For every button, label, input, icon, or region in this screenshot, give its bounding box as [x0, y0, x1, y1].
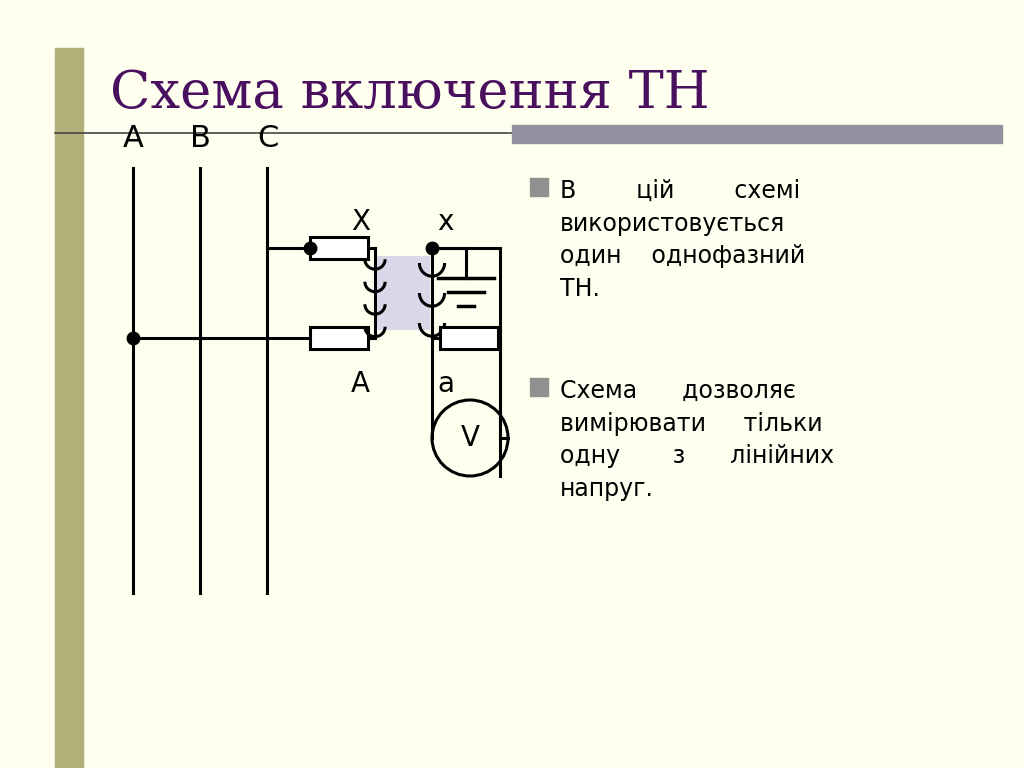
Text: x: x — [437, 208, 454, 236]
Text: a: a — [437, 370, 454, 398]
Bar — [530, 178, 548, 196]
FancyBboxPatch shape — [310, 327, 368, 349]
FancyBboxPatch shape — [310, 237, 368, 259]
Text: X: X — [351, 208, 370, 236]
Text: В        цій        схемі
використовується
один    однофазний
ТН.: В цій схемі використовується один однофа… — [560, 179, 805, 300]
FancyBboxPatch shape — [440, 327, 498, 349]
Text: V: V — [461, 424, 479, 452]
Bar — [530, 378, 548, 396]
Text: A: A — [351, 370, 370, 398]
Text: A: A — [123, 124, 144, 153]
Bar — [55, 48, 83, 768]
FancyBboxPatch shape — [377, 256, 430, 330]
Bar — [512, 125, 1002, 143]
Text: Схема      дозволяє
вимірювати     тільки
одну       з      лінійних
напруг.: Схема дозволяє вимірювати тільки одну з … — [560, 379, 835, 501]
Text: C: C — [257, 124, 279, 153]
Text: Схема включення ТН: Схема включення ТН — [110, 68, 710, 119]
Text: B: B — [190, 124, 211, 153]
